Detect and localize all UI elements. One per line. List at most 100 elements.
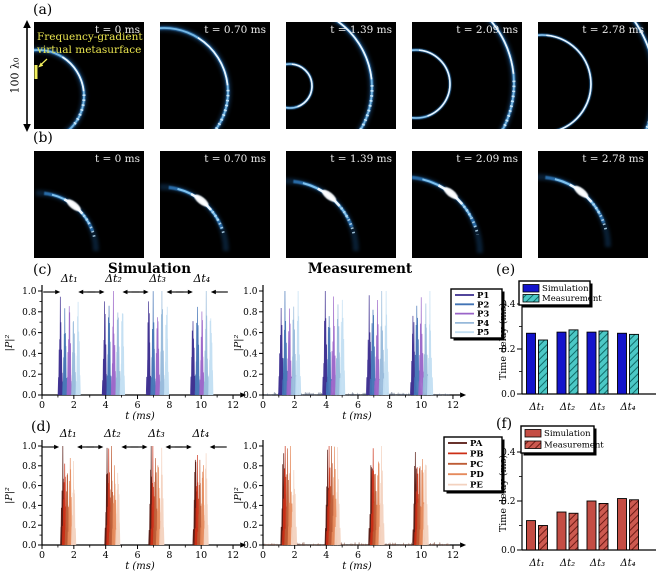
- svg-text:Simulation: Simulation: [542, 284, 589, 294]
- svg-text:12: 12: [227, 400, 239, 411]
- timestamp: t = 2.78 ms: [582, 153, 644, 165]
- svg-text:0.0: 0.0: [243, 541, 258, 551]
- svg-text:2: 2: [71, 400, 77, 411]
- svg-text:0.2: 0.2: [501, 345, 515, 355]
- panel-c-label: (c): [33, 262, 52, 278]
- svg-text:0.0: 0.0: [243, 391, 258, 401]
- svg-text:|P|²: |P|²: [4, 335, 15, 352]
- panel-f-label: (f): [496, 416, 513, 432]
- svg-text:0: 0: [39, 550, 45, 561]
- svg-text:6: 6: [134, 400, 140, 411]
- wavefield-art: [34, 46, 88, 129]
- svg-text:0: 0: [260, 400, 266, 411]
- svg-text:4: 4: [323, 550, 329, 561]
- svg-text:P5: P5: [477, 328, 489, 338]
- svg-text:Time delay (ms): Time delay (ms): [498, 303, 509, 380]
- svg-text:8: 8: [387, 400, 393, 411]
- wavefield-art: [538, 174, 611, 248]
- svg-text:10: 10: [195, 400, 207, 411]
- svg-text:P3: P3: [477, 310, 489, 320]
- measurement-title: Measurement: [307, 261, 413, 277]
- svg-text:t (ms): t (ms): [342, 561, 372, 572]
- svg-text:0.8: 0.8: [22, 462, 37, 472]
- svg-text:P1: P1: [477, 291, 489, 301]
- wavefield-art: [412, 174, 483, 254]
- svg-text:PA: PA: [470, 439, 483, 449]
- svg-text:10: 10: [415, 400, 427, 411]
- timestamp: t = 2.78 ms: [582, 24, 644, 36]
- svg-text:Measurement: Measurement: [544, 441, 604, 451]
- svg-text:0.8: 0.8: [22, 308, 37, 318]
- wavefield-art: [160, 183, 229, 252]
- svg-text:8: 8: [166, 400, 172, 411]
- svg-text:Δt₄: Δt₄: [619, 558, 635, 569]
- svg-text:0.0: 0.0: [501, 546, 516, 556]
- panel-b-label: (b): [33, 130, 53, 146]
- svg-text:0.2: 0.2: [22, 521, 36, 531]
- svg-text:1.0: 1.0: [243, 442, 258, 452]
- svg-text:0.6: 0.6: [22, 329, 37, 339]
- panel-e-label: (e): [496, 262, 516, 278]
- svg-text:0.6: 0.6: [22, 482, 37, 492]
- timestamp: t = 0 ms: [94, 24, 140, 36]
- svg-text:0.6: 0.6: [243, 482, 258, 492]
- snapshot-b4: t = 2.09 ms: [412, 151, 522, 258]
- svg-text:Δt₃: Δt₃: [589, 558, 605, 569]
- svg-text:P2: P2: [477, 300, 489, 310]
- svg-text:Δt₂: Δt₂: [103, 427, 121, 440]
- svg-text:Δt₁: Δt₁: [528, 402, 544, 413]
- snapshot-a2: t = 0.70 ms: [160, 22, 270, 129]
- timestamp: t = 0 ms: [94, 153, 140, 165]
- svg-text:10: 10: [415, 550, 427, 561]
- simulation-title: Simulation: [107, 261, 192, 277]
- svg-text:Δt₃: Δt₃: [589, 402, 605, 413]
- svg-text:0.2: 0.2: [22, 370, 36, 380]
- snapshot-a3: t = 1.39 ms: [286, 22, 396, 129]
- svg-text:Δt₁: Δt₁: [528, 558, 544, 569]
- svg-text:0.0: 0.0: [22, 391, 37, 401]
- svg-text:12: 12: [447, 550, 459, 561]
- svg-text:t (ms): t (ms): [342, 411, 372, 422]
- svg-text:t (ms): t (ms): [125, 561, 155, 572]
- svg-text:0.4: 0.4: [243, 349, 258, 359]
- metasurface-annotation: Frequency-gradient virtual metasurface: [37, 31, 143, 56]
- svg-text:PB: PB: [470, 449, 484, 459]
- svg-text:6: 6: [134, 550, 140, 561]
- svg-text:2: 2: [292, 550, 298, 561]
- svg-text:Δt₁: Δt₁: [59, 427, 77, 440]
- svg-text:0.4: 0.4: [22, 501, 37, 511]
- snapshot-a4: t = 2.09 ms: [412, 22, 522, 129]
- wavefield-art: [160, 24, 232, 129]
- svg-text:0.8: 0.8: [243, 462, 258, 472]
- snapshot-a5: t = 2.78 ms: [538, 22, 648, 129]
- svg-text:Δt₂: Δt₂: [559, 402, 575, 413]
- svg-text:1.0: 1.0: [243, 287, 258, 297]
- svg-text:|P|²: |P|²: [233, 487, 244, 504]
- svg-text:Δt₄: Δt₄: [619, 402, 635, 413]
- svg-text:12: 12: [227, 550, 239, 561]
- svg-text:Δt₁: Δt₁: [60, 272, 78, 285]
- svg-text:0.4: 0.4: [501, 448, 516, 458]
- timestamp: t = 0.70 ms: [204, 24, 266, 36]
- svg-text:0.4: 0.4: [22, 349, 37, 359]
- snapshot-b1: t = 0 ms: [34, 151, 144, 258]
- snapshot-a1: Frequency-gradient virtual metasurface t…: [34, 22, 144, 129]
- svg-text:1.0: 1.0: [22, 287, 37, 297]
- svg-text:0: 0: [260, 550, 266, 561]
- svg-text:4: 4: [103, 550, 109, 561]
- svg-text:4: 4: [323, 400, 329, 411]
- svg-text:0.0: 0.0: [501, 390, 516, 400]
- svg-text:Δt₄: Δt₄: [192, 272, 210, 285]
- svg-text:2: 2: [71, 550, 77, 561]
- scale-arrow-icon: [23, 20, 31, 132]
- svg-text:0.4: 0.4: [501, 300, 516, 310]
- svg-text:12: 12: [447, 400, 459, 411]
- svg-text:6: 6: [355, 550, 361, 561]
- svg-text:Time delay (ms): Time delay (ms): [498, 455, 509, 532]
- svg-text:8: 8: [166, 550, 172, 561]
- svg-text:PD: PD: [470, 470, 484, 480]
- wavefield-art: [35, 189, 99, 252]
- svg-text:0.6: 0.6: [243, 329, 258, 339]
- timestamp: t = 0.70 ms: [204, 153, 266, 165]
